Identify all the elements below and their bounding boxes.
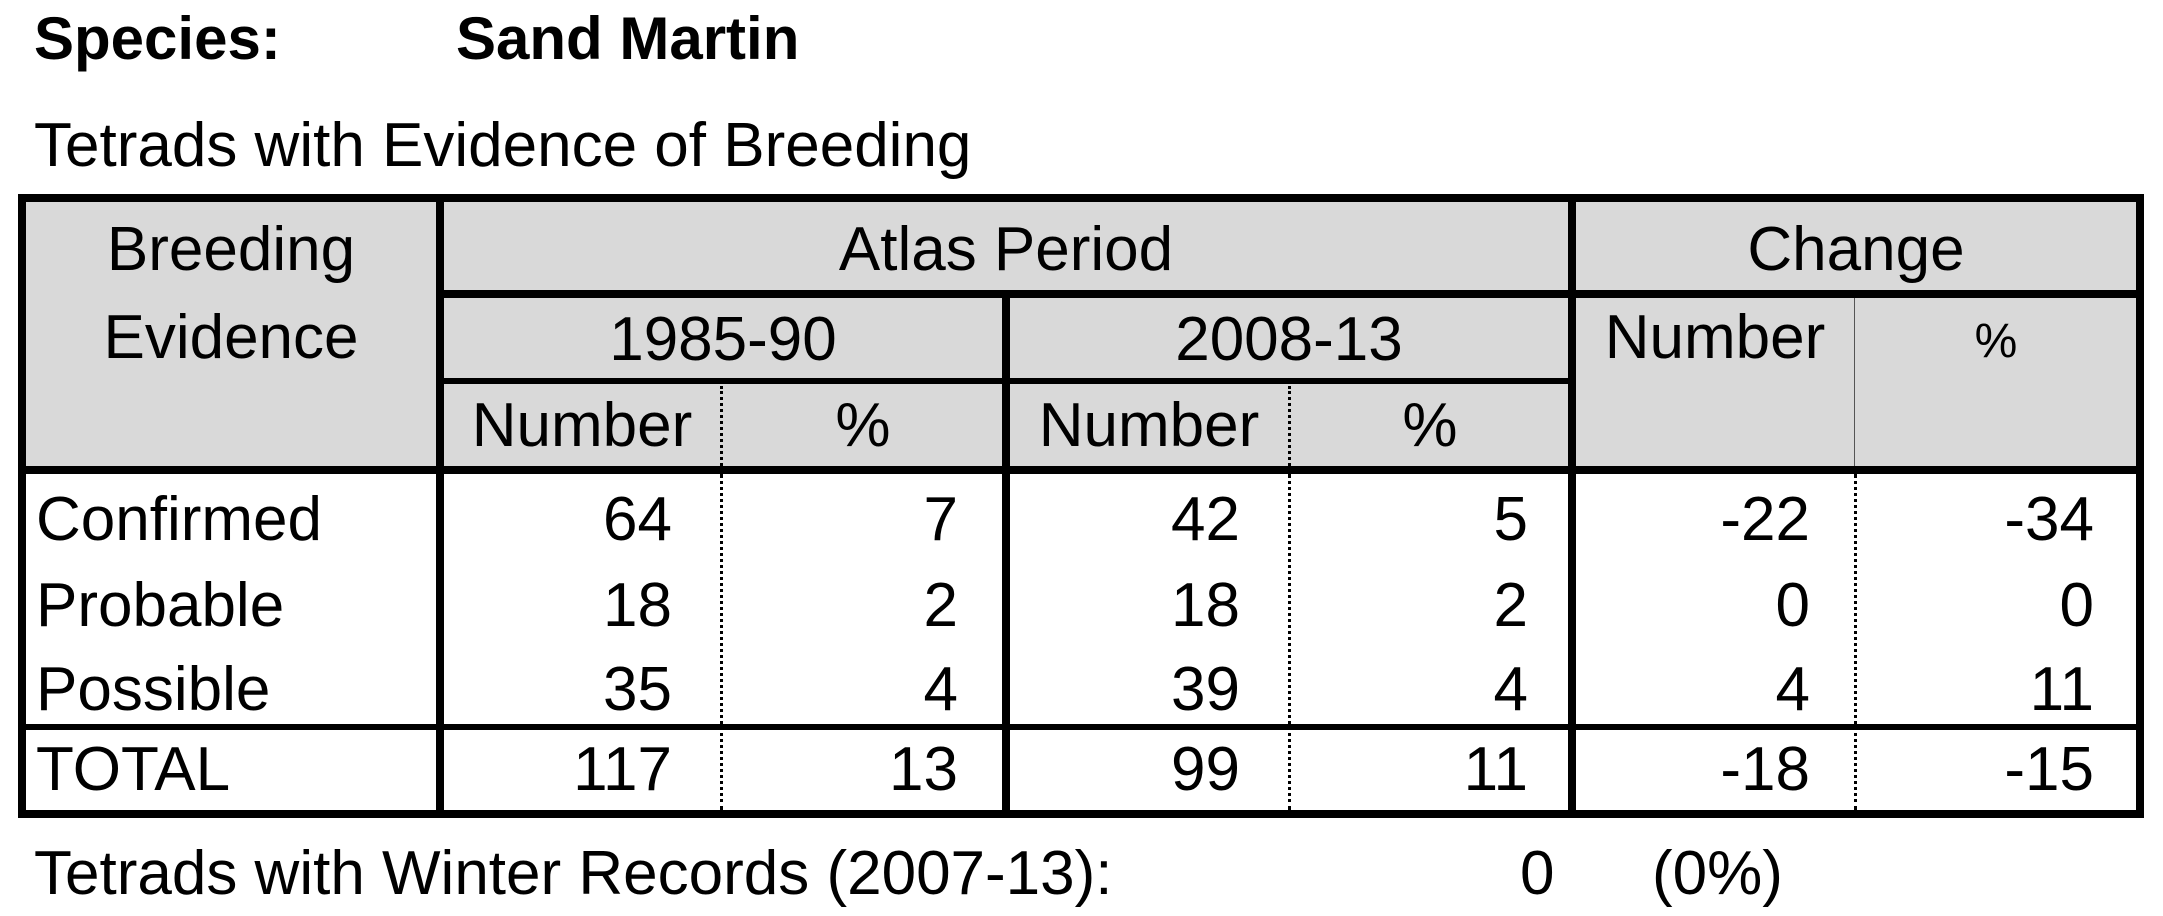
header-p1-percent: %	[835, 391, 891, 460]
cell-p2: 4	[1493, 655, 1528, 724]
winter-records-label: Tetrads with Winter Records (2007-13):	[34, 839, 1113, 908]
cell-change-p: 0	[2059, 571, 2094, 640]
header-evidence: Evidence	[103, 303, 359, 372]
header-change-number: Number	[1604, 303, 1826, 372]
total-n2: 99	[1171, 735, 1240, 804]
row-label: Possible	[36, 655, 271, 724]
winter-records-percent: (0%)	[1652, 839, 1783, 908]
cell-n1: 35	[603, 655, 672, 724]
cell-p2: 2	[1493, 571, 1528, 640]
total-label: TOTAL	[36, 735, 231, 804]
row-label: Confirmed	[36, 485, 322, 554]
cell-n1: 18	[603, 571, 672, 640]
cell-p1: 4	[923, 655, 958, 724]
total-p1: 13	[889, 735, 958, 804]
cell-n2: 39	[1171, 655, 1240, 724]
breeding-table: Breeding Evidence Atlas Period Change 19…	[18, 194, 2144, 818]
total-n1: 117	[573, 735, 672, 804]
total-change-n: -18	[1720, 735, 1810, 804]
cell-n2: 42	[1171, 485, 1240, 554]
cell-change-n: 4	[1775, 655, 1810, 724]
cell-change-n: -22	[1720, 485, 1810, 554]
header-breeding: Breeding	[106, 215, 356, 284]
cell-change-p: -34	[2004, 485, 2094, 554]
cell-p1: 2	[923, 571, 958, 640]
cell-p1: 7	[923, 485, 958, 554]
header-change: Change	[1747, 215, 1965, 284]
header-change-percent: %	[1974, 315, 2018, 368]
total-p2: 11	[1463, 735, 1528, 804]
total-change-p: -15	[2004, 735, 2094, 804]
row-label: Probable	[36, 571, 285, 640]
cell-p2: 5	[1493, 485, 1528, 554]
header-period-2: 2008-13	[1175, 305, 1403, 374]
species-label: Species:	[34, 5, 281, 72]
cell-n2: 18	[1171, 571, 1240, 640]
cell-n1: 64	[603, 485, 672, 554]
cell-change-n: 0	[1775, 571, 1810, 640]
header-period-1: 1985-90	[609, 305, 837, 374]
header-p2-number: Number	[1038, 391, 1260, 460]
table-subtitle: Tetrads with Evidence of Breeding	[34, 111, 972, 180]
cell-change-p: 11	[2029, 655, 2094, 724]
winter-records-count: 0	[1520, 839, 1555, 908]
header-atlas-period: Atlas Period	[838, 215, 1174, 284]
species-name: Sand Martin	[456, 5, 800, 72]
header-p2-percent: %	[1402, 391, 1458, 460]
header-p1-number: Number	[471, 391, 693, 460]
